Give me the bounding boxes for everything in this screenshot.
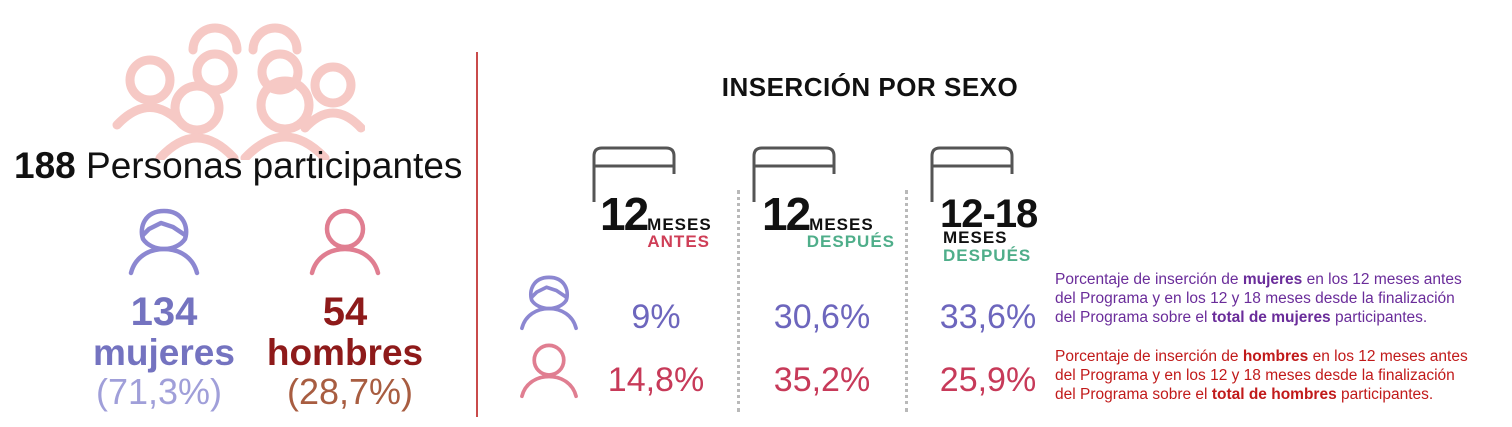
total-participants: 188 Personas participantes: [14, 144, 462, 188]
woman-icon: [128, 208, 200, 276]
period-3-when: DESPUÉS: [943, 246, 1032, 265]
period-2-big: 12: [762, 188, 811, 240]
woman-icon: [520, 275, 578, 331]
people-crowd-icon: [112, 23, 365, 160]
calendar-icon: [592, 146, 676, 202]
man-icon: [309, 208, 381, 276]
total-number: 188: [14, 145, 76, 186]
period-1-header: 12MESES: [600, 190, 712, 238]
period-1-when: ANTES: [647, 232, 710, 251]
men-value-before-12: 14,8%: [607, 361, 705, 399]
period-2-unit: MESES: [809, 215, 874, 234]
insertion-title: INSERCIÓN POR SEXO: [721, 72, 1019, 102]
men-label: hombres: [266, 332, 424, 373]
women-value-before-12: 9%: [631, 298, 681, 336]
period-2-when: DESPUÉS: [806, 232, 895, 251]
men-value-after-12-18: 25,9%: [939, 361, 1037, 399]
man-icon: [520, 343, 578, 399]
women-note: Porcentaje de inserción de mujeres en lo…: [1055, 271, 1462, 326]
period-3-big: 12-18: [940, 192, 1038, 236]
period-1-unit: MESES: [647, 215, 712, 234]
women-label: mujeres: [93, 332, 235, 373]
calendar-icon: [752, 146, 836, 202]
men-percent: (28,7%): [286, 371, 414, 412]
column-separator: [737, 190, 740, 412]
period-3-unit: MESES: [943, 228, 1008, 247]
section-divider: [476, 52, 478, 417]
period-1-big: 12: [600, 188, 649, 240]
women-value-after-12: 30,6%: [773, 298, 871, 336]
men-value-after-12: 35,2%: [773, 361, 871, 399]
women-percent: (71,3%): [95, 371, 223, 412]
column-separator: [905, 190, 908, 412]
men-count: 54: [322, 290, 368, 334]
total-label: Personas participantes: [86, 145, 463, 186]
women-count: 134: [130, 290, 198, 334]
calendar-icon: [930, 146, 1014, 202]
period-2-header: 12MESES: [762, 190, 874, 238]
men-note: Porcentaje de inserción de hombres en lo…: [1055, 348, 1468, 403]
women-value-after-12-18: 33,6%: [939, 298, 1037, 336]
